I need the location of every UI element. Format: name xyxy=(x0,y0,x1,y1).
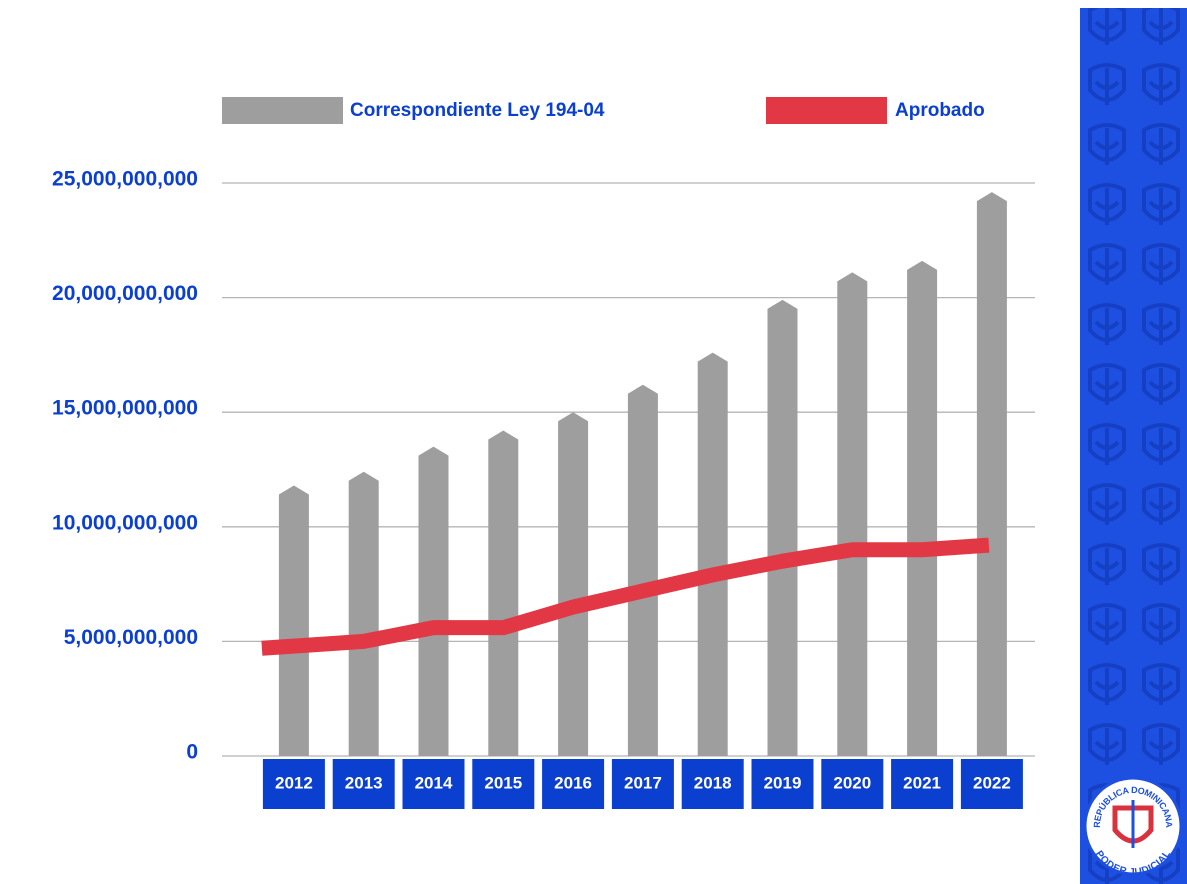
bar xyxy=(907,260,938,756)
x-tick-label: 2020 xyxy=(833,773,871,792)
y-tick-label: 5,000,000,000 xyxy=(64,626,198,649)
legend-label: Aprobado xyxy=(895,100,985,121)
bar xyxy=(976,192,1007,757)
x-tick-label: 2014 xyxy=(415,773,453,792)
x-tick-label: 2017 xyxy=(624,773,662,792)
bar xyxy=(418,446,449,756)
x-tick-label: 2012 xyxy=(275,773,313,792)
side-panel xyxy=(1080,8,1187,884)
x-tick-box xyxy=(611,759,674,809)
x-tick-box xyxy=(402,759,465,809)
y-tick-label: 10,000,000,000 xyxy=(52,511,198,534)
y-tick-label: 0 xyxy=(186,741,198,764)
seal: REPÚBLICA DOMINICANA PODER JUDICIAL xyxy=(1083,776,1183,878)
y-tick-label: 15,000,000,000 xyxy=(52,397,198,420)
x-tick-box xyxy=(472,759,535,809)
bar xyxy=(837,272,868,756)
x-tick-box xyxy=(891,759,954,809)
x-tick-box xyxy=(262,759,325,809)
bar xyxy=(627,384,658,756)
x-tick-box xyxy=(960,759,1023,809)
bar xyxy=(767,299,798,756)
x-tick-label: 2018 xyxy=(694,773,732,792)
legend-label: Correspondiente Ley 194-04 xyxy=(350,100,605,121)
x-tick-box xyxy=(751,759,814,809)
x-tick-box xyxy=(681,759,744,809)
x-tick-label: 2021 xyxy=(903,773,941,792)
bar xyxy=(697,352,728,756)
line xyxy=(261,537,990,656)
x-tick-label: 2015 xyxy=(484,773,522,792)
x-tick-label: 2019 xyxy=(764,773,802,792)
x-tick-box xyxy=(821,759,884,809)
x-tick-label: 2013 xyxy=(345,773,383,792)
x-tick-box xyxy=(332,759,395,809)
bar xyxy=(558,412,589,756)
bar xyxy=(278,485,309,756)
x-tick-box xyxy=(542,759,605,809)
legend-swatch xyxy=(222,97,343,124)
x-tick-label: 2022 xyxy=(973,773,1011,792)
bar xyxy=(488,430,519,756)
legend-swatch xyxy=(766,97,887,124)
x-tick-label: 2016 xyxy=(554,773,592,792)
y-tick-label: 25,000,000,000 xyxy=(52,168,198,191)
y-tick-label: 20,000,000,000 xyxy=(52,282,198,305)
bar xyxy=(348,471,379,756)
